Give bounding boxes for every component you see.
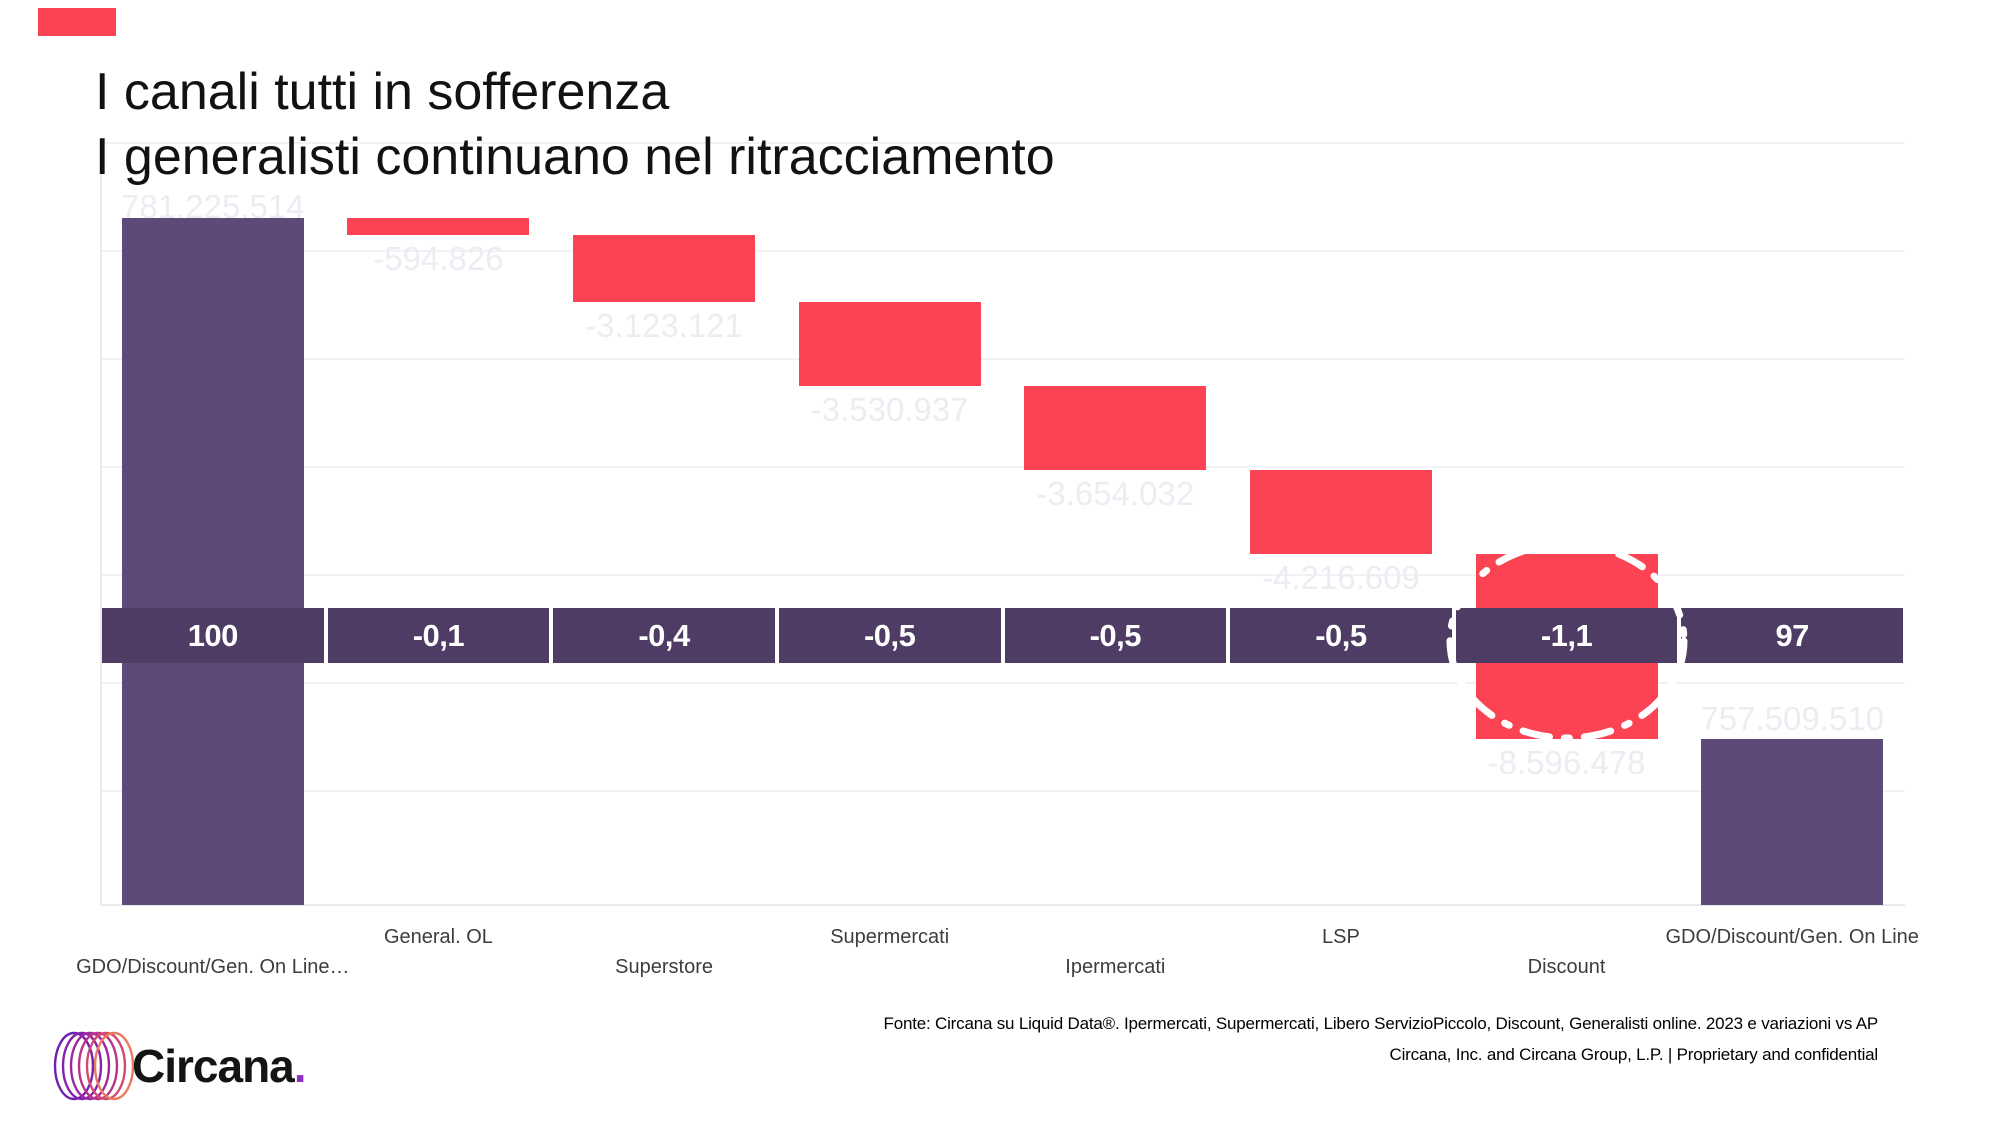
gridline	[100, 466, 1905, 468]
waterfall-bar-superstore	[573, 234, 756, 302]
band-cell-3: -0,4	[553, 608, 775, 663]
logo-wordmark: Circana	[132, 1040, 295, 1092]
category-label-7: Discount	[1527, 956, 1606, 978]
highlight-ellipse-icon	[1446, 540, 1688, 742]
category-label-6: LSP	[1322, 926, 1360, 948]
footer: Fonte: Circana su Liquid Data®. Ipermerc…	[883, 1008, 1879, 1070]
bar-value-label: -594.826	[373, 239, 504, 277]
circana-logo-icon	[53, 1031, 135, 1101]
band-cell-1: 100	[102, 608, 324, 663]
gridline	[100, 574, 1905, 576]
waterfall-bar-supermercati	[798, 302, 981, 386]
slide-title: I canali tutti in sofferenza I generalis…	[95, 60, 1055, 190]
logo-dot: .	[293, 1040, 307, 1092]
bar-value-label: 757.509.510	[1700, 699, 1884, 737]
red-corner-accent	[38, 8, 116, 36]
confidential-note: Circana, Inc. and Circana Group, L.P. | …	[1389, 1045, 1879, 1064]
gridline	[100, 142, 1905, 144]
band-cell-8: 97	[1681, 608, 1903, 663]
category-label-3: Superstore	[615, 956, 713, 978]
x-axis-line	[100, 904, 1905, 906]
bar-value-label: -3.123.121	[585, 307, 743, 344]
waterfall-bar-gdo-discount-gen-on-line-	[121, 218, 304, 905]
gridline	[100, 358, 1905, 360]
waterfall-bar-ipermercati	[1024, 386, 1207, 470]
title-line-1: I canali tutti in sofferenza	[95, 63, 670, 121]
bar-value-label: -4.216.609	[1262, 559, 1420, 596]
waterfall-bar-general-ol	[347, 218, 530, 235]
highlight-ellipse	[1440, 535, 1694, 752]
category-label-8: GDO/Discount/Gen. On Line	[1665, 926, 1919, 948]
band-cell-2: -0,1	[327, 608, 550, 663]
category-label-1: GDO/Discount/Gen. On Line…	[76, 956, 350, 978]
waterfall-bar-gdo-discount-gen-on-line	[1701, 738, 1884, 905]
source-note: Fonte: Circana su Liquid Data®. Ipermerc…	[883, 1014, 1879, 1033]
bar-value-label: -3.530.937	[810, 391, 969, 428]
y-axis-line	[100, 142, 102, 905]
gridline	[100, 682, 1905, 684]
gridline	[100, 790, 1905, 792]
band-cell-6: -0,5	[1230, 608, 1452, 663]
band-cell-4: -0,5	[778, 608, 1001, 663]
band-cell-5: -0,5	[1004, 608, 1227, 663]
waterfall-bar-lsp	[1249, 470, 1432, 554]
circana-logo: Circana.	[50, 1024, 307, 1108]
category-label-4: Supermercati	[830, 926, 950, 948]
band-cell-7: -1,1	[1455, 608, 1678, 663]
bar-value-label: -8.596.478	[1487, 743, 1646, 781]
category-label-2: General. OL	[383, 926, 493, 948]
title-line-2: I generalisti continuano nel ritracciame…	[95, 128, 1055, 186]
category-label-5: Ipermercati	[1065, 956, 1166, 978]
gridline	[100, 250, 1905, 252]
bar-value-label: -3.654.032	[1036, 475, 1195, 512]
